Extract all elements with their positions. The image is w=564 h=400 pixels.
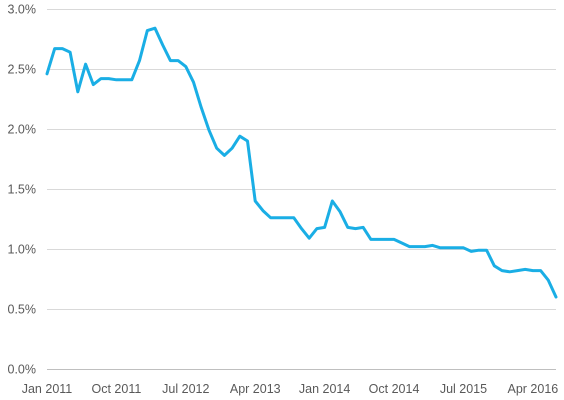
x-tick-label: Jul 2015 bbox=[440, 382, 487, 396]
x-tick-label: Oct 2014 bbox=[369, 382, 420, 396]
x-tick-label: Apr 2016 bbox=[507, 382, 558, 396]
y-tick-label: 0.5% bbox=[8, 303, 37, 317]
gridlines bbox=[47, 9, 556, 370]
x-axis-tick-labels: Jan 2011 Oct 2011 Jul 2012 Apr 2013 Jan 2014… bbox=[22, 382, 559, 396]
y-tick-label: 1.0% bbox=[8, 243, 37, 257]
y-tick-label: 0.0% bbox=[8, 363, 37, 377]
x-tick-label: Oct 2011 bbox=[92, 382, 142, 396]
y-tick-label: 2.5% bbox=[8, 63, 37, 77]
y-tick-label: 2.0% bbox=[8, 123, 37, 137]
x-tick-label: Apr 2013 bbox=[230, 382, 281, 396]
y-tick-label: 3.0% bbox=[8, 3, 37, 17]
plot-area bbox=[45, 26, 558, 299]
series-line bbox=[45, 26, 558, 299]
y-tick-label: 1.5% bbox=[8, 183, 37, 197]
y-axis-tick-labels: 0.0% 0.5% 1.0% 1.5% 2.0% 2.5% 3.0% bbox=[8, 3, 37, 377]
x-tick-label: Jul 2012 bbox=[162, 382, 209, 396]
x-tick-label: Jan 2014 bbox=[299, 382, 350, 396]
x-tick-label: Jan 2011 bbox=[22, 382, 73, 396]
